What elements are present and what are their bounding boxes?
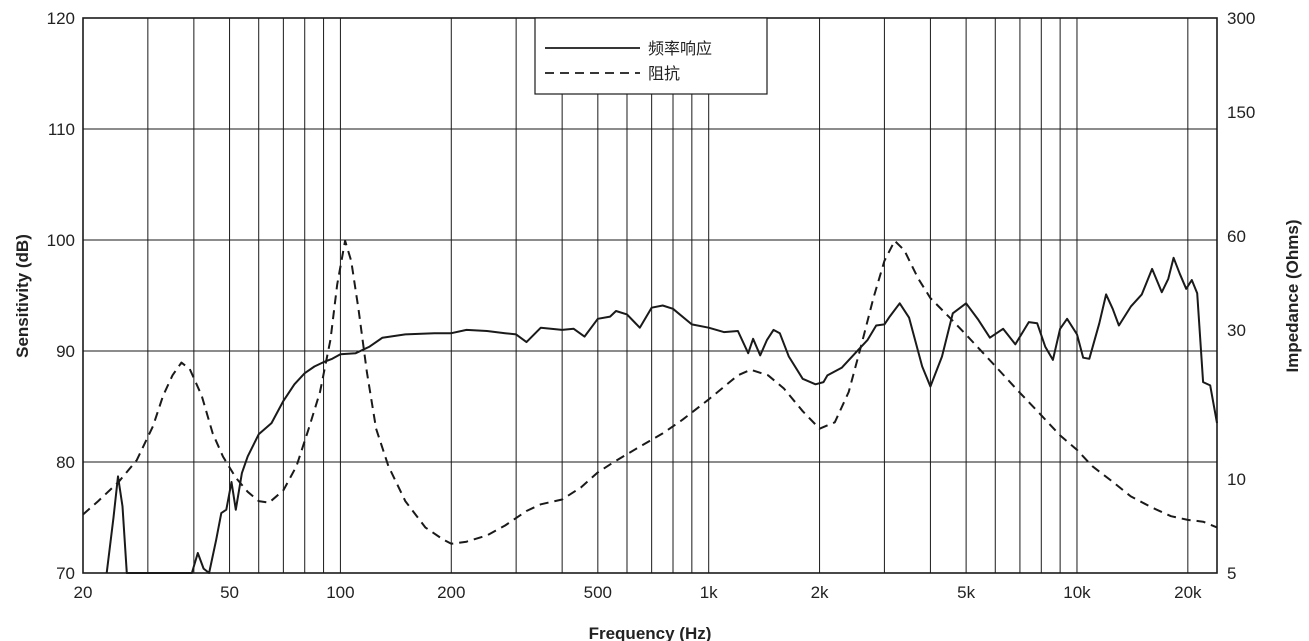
legend: 频率响应 阻抗 xyxy=(535,18,767,94)
x-tick-labels: 20 50 100 200 500 1k 2k 5k 10k 20k xyxy=(74,583,1202,602)
y-tick-label: 120 xyxy=(47,9,75,28)
y-tick-label: 90 xyxy=(56,342,75,361)
x-tick-label: 200 xyxy=(437,583,465,602)
y2-tick-labels: 5 10 30 60 150 300 xyxy=(1227,9,1255,583)
x-axis-title: Frequency (Hz) xyxy=(589,624,712,641)
y-tick-labels: 70 80 90 100 110 120 xyxy=(47,9,75,583)
x-tick-label: 1k xyxy=(700,583,718,602)
y2-axis-title: Impedance (Ohms) xyxy=(1283,219,1302,372)
y2-tick-label: 60 xyxy=(1227,227,1246,246)
legend-label-frequency-response: 频率响应 xyxy=(648,39,712,58)
x-tick-label: 20k xyxy=(1174,583,1202,602)
x-tick-label: 5k xyxy=(957,583,975,602)
y-tick-label: 80 xyxy=(56,453,75,472)
y-axis-title: Sensitivity (dB) xyxy=(13,234,32,358)
x-tick-label: 50 xyxy=(220,583,239,602)
y2-tick-label: 150 xyxy=(1227,103,1255,122)
x-tick-label: 2k xyxy=(811,583,829,602)
x-tick-label: 100 xyxy=(326,583,354,602)
plot-background xyxy=(83,18,1217,573)
y2-tick-label: 30 xyxy=(1227,321,1246,340)
y2-tick-label: 10 xyxy=(1227,470,1246,489)
y2-tick-label: 300 xyxy=(1227,9,1255,28)
y-tick-label: 70 xyxy=(56,564,75,583)
x-tick-label: 10k xyxy=(1063,583,1091,602)
y-tick-label: 100 xyxy=(47,231,75,250)
y-tick-label: 110 xyxy=(48,120,75,139)
legend-label-impedance: 阻抗 xyxy=(648,64,680,83)
x-tick-label: 20 xyxy=(74,583,93,602)
y2-tick-label: 5 xyxy=(1227,564,1236,583)
x-tick-label: 500 xyxy=(584,583,612,602)
